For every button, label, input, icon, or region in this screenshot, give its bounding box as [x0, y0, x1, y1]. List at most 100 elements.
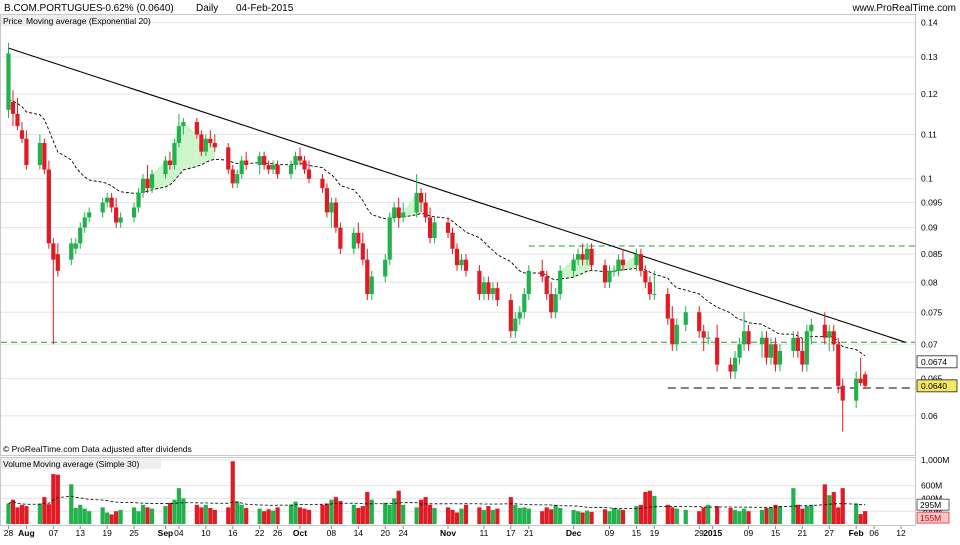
candle [387, 212, 392, 266]
volume-bar [163, 506, 168, 524]
candle-body [369, 276, 374, 295]
volume-bar [741, 508, 747, 524]
candle-body [55, 254, 60, 271]
volume-bar [495, 508, 500, 524]
price-tick-label: 0.065 [921, 374, 943, 384]
candle [611, 265, 617, 277]
candle-body [82, 217, 87, 228]
volume-sma-text: 295M [920, 500, 941, 510]
candle-body [477, 270, 482, 295]
volume-bar [333, 497, 339, 524]
volume-bar [858, 514, 863, 524]
volume-bar [432, 508, 437, 524]
volume-bar [674, 508, 679, 524]
volume-bar [459, 508, 464, 524]
ema-group [8, 99, 866, 357]
candle-body [831, 331, 836, 345]
candle [634, 248, 639, 271]
volume-bar [777, 506, 783, 524]
volume-bar [809, 504, 814, 524]
candle [809, 318, 814, 345]
volume-bar [746, 511, 751, 524]
candle-body [383, 259, 388, 277]
candle-body [840, 385, 845, 401]
price-tick-label: 0.11 [921, 130, 937, 140]
x-tick-label: 2015 [703, 528, 722, 538]
candle-body [302, 160, 307, 170]
volume-bar [244, 508, 249, 524]
candle [580, 243, 585, 266]
candle-body [741, 331, 747, 345]
volume-bar [836, 507, 841, 524]
candle [791, 331, 796, 358]
candle [262, 151, 267, 170]
candle-body [208, 138, 213, 144]
x-tick-label: 14 [354, 528, 364, 538]
candle-body [396, 207, 401, 218]
volume-bar [324, 503, 330, 524]
volume-bar [540, 511, 545, 524]
price-label: Price [3, 16, 23, 26]
candle-body [728, 364, 733, 372]
candle-body [777, 350, 783, 365]
volume-bar [652, 495, 657, 524]
candle [486, 276, 491, 301]
candle-body [634, 254, 639, 266]
copyright-text: © ProRealTime.com Data adjusted after di… [3, 444, 192, 454]
header-period: Daily [196, 3, 218, 14]
x-tick-label: 12 [896, 528, 906, 538]
volume-bar [508, 497, 513, 524]
candle [827, 324, 832, 351]
x-tick-label: Aug [18, 528, 35, 538]
candle [87, 207, 92, 223]
candle [338, 222, 343, 255]
candle-body [306, 169, 312, 179]
candle-body [271, 165, 276, 170]
candle-body [804, 331, 809, 365]
candle [114, 197, 119, 228]
volume-bar [226, 507, 231, 524]
candle-body [423, 202, 428, 218]
candle-body [652, 294, 657, 296]
candle [271, 160, 276, 175]
volume-bar [199, 507, 204, 524]
candle [239, 156, 244, 179]
ema-fill-segment [622, 254, 637, 270]
volume-bar [401, 504, 406, 524]
price-tick-label: 0.07 [921, 339, 938, 349]
volume-bar [549, 509, 554, 524]
candle [297, 147, 303, 166]
candle [167, 151, 173, 170]
candle [149, 169, 155, 193]
candle [728, 357, 733, 379]
price-tick-label: 0.13 [921, 52, 938, 62]
volume-bar [356, 508, 361, 524]
volume-tick-label: 600M [921, 481, 942, 491]
candle [306, 160, 312, 184]
candle-body [553, 294, 558, 313]
volume-bar [212, 509, 217, 524]
volume-bar [575, 511, 581, 524]
volume-bar [73, 508, 78, 524]
candle [616, 254, 621, 277]
candle [320, 174, 325, 193]
candle-body [46, 169, 51, 244]
candle [665, 288, 670, 325]
candle-body [445, 222, 451, 233]
x-tick-label: Nov [440, 528, 456, 538]
volume-bar [732, 509, 738, 524]
candle-body [419, 192, 424, 203]
candle-body [495, 288, 500, 301]
candle-body [800, 350, 805, 365]
candle-body [42, 143, 47, 170]
volume-bar [235, 501, 240, 524]
candle-body [611, 270, 617, 272]
x-tick-label: Sep [158, 528, 174, 538]
candle-body [827, 331, 832, 338]
candle [82, 212, 87, 233]
candle-body [105, 197, 110, 203]
ema-fill-segment [560, 259, 574, 280]
candle [145, 165, 150, 193]
candle [522, 288, 527, 319]
